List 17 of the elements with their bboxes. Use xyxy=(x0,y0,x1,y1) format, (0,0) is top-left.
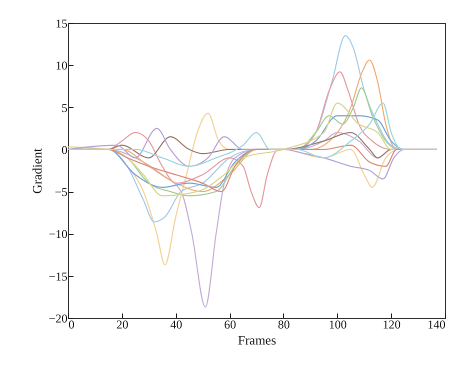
y-tick-label: 0 xyxy=(62,142,68,157)
x-tick-label: 40 xyxy=(170,318,182,332)
x-tick-label: 20 xyxy=(116,318,128,332)
y-axis-title: Gradient xyxy=(30,148,45,194)
y-tick-label: −20 xyxy=(48,312,68,326)
y-tick-label: −5 xyxy=(54,185,68,200)
y-tick-label: 5 xyxy=(62,100,68,115)
x-tick-label: 120 xyxy=(382,318,401,332)
x-tick-label: 80 xyxy=(278,318,290,332)
y-tick-label: −10 xyxy=(48,227,68,242)
y-tick-label: 15 xyxy=(56,16,68,30)
x-tick-label: 140 xyxy=(428,318,446,332)
y-tick-label: 10 xyxy=(56,58,68,73)
x-axis-title: Frames xyxy=(238,332,276,348)
x-tick-label: 100 xyxy=(328,318,347,332)
y-tick-label: −15 xyxy=(48,269,68,284)
x-tick-label: 60 xyxy=(224,318,236,332)
